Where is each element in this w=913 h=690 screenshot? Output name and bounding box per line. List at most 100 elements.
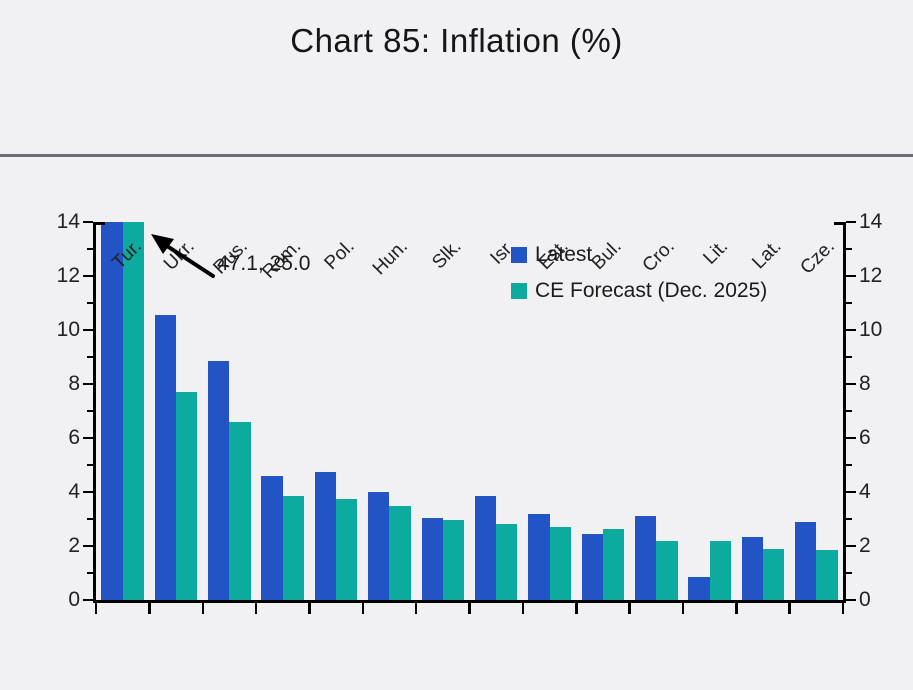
y-axis-minor-tick-right [846, 247, 852, 251]
y-axis-tick-label-right: 0 [859, 588, 871, 611]
y-axis-tick-label-left: 0 [68, 588, 80, 611]
annotation-arrow-icon [151, 234, 215, 278]
x-axis-label: Cze. [796, 236, 840, 279]
bar-tur-forecast [122, 222, 144, 600]
x-axis-tick [94, 603, 98, 614]
clipped-values-annotation: 47.1, 25.0 [217, 252, 311, 275]
x-axis-tick [841, 603, 845, 614]
bar-lat-forecast [762, 548, 785, 600]
bar-cro-forecast [656, 540, 678, 600]
left-axis-top-cap [96, 222, 105, 225]
legend-swatch-forecast [511, 282, 527, 299]
y-axis-major-tick-right [846, 436, 856, 440]
bar-est-forecast [549, 527, 571, 600]
x-axis-tick [468, 603, 471, 614]
bar-rom-latest [261, 475, 283, 600]
bar-cro-latest [634, 516, 657, 600]
bar-bul-latest [581, 533, 603, 600]
bar-isr-latest [474, 496, 497, 600]
legend-label-latest: Latest [535, 243, 593, 266]
x-axis-label: Hun. [369, 236, 413, 280]
x-axis-tick [254, 603, 258, 614]
y-axis-minor-tick-left [87, 247, 93, 251]
bar-bul-forecast [602, 528, 625, 600]
y-axis-major-tick-right [846, 598, 856, 602]
y-axis-major-tick-left [83, 544, 93, 548]
x-axis-tick [735, 603, 738, 614]
bar-slk-latest [421, 517, 443, 600]
y-axis-minor-tick-left [87, 301, 93, 305]
y-axis-major-tick-right [846, 382, 856, 386]
y-axis-tick-label-left: 4 [68, 480, 80, 503]
bar-pol-forecast [336, 498, 358, 600]
bar-slk-forecast [442, 520, 465, 600]
y-axis-tick-label-right: 2 [859, 534, 871, 557]
y-axis-major-tick-right [846, 274, 856, 278]
bar-cze-latest [795, 521, 817, 600]
x-axis-tick [148, 603, 151, 614]
y-axis-minor-tick-left [87, 571, 93, 575]
x-axis-tick [628, 603, 631, 614]
y-axis-tick-label-left: 8 [68, 372, 80, 395]
y-axis-minor-tick-left [87, 517, 93, 521]
right-axis-top-cap [834, 222, 843, 225]
legend-item-latest: Latest [511, 241, 767, 268]
y-axis-tick-label-right: 12 [859, 264, 883, 287]
y-axis-major-tick-left [83, 382, 93, 386]
y-axis-major-tick-right [846, 490, 856, 494]
y-axis-tick-label-left: 12 [56, 264, 80, 287]
legend-swatch-latest [511, 246, 527, 263]
y-axis-major-tick-left [83, 490, 93, 494]
x-axis-label: Pol. [320, 236, 359, 275]
y-axis-major-tick-left [83, 436, 93, 440]
legend: Latest CE Forecast (Dec. 2025) [511, 241, 767, 304]
y-axis-tick-label-left: 10 [56, 318, 80, 341]
bar-est-latest [528, 513, 550, 600]
y-axis-major-tick-left [83, 220, 93, 224]
x-axis-tick [308, 603, 311, 614]
x-axis-tick [361, 603, 364, 614]
bar-pol-latest [314, 471, 337, 600]
y-axis-minor-tick-right [846, 355, 852, 359]
y-axis-minor-tick-left [87, 463, 93, 467]
y-axis-tick-label-right: 4 [859, 480, 871, 503]
x-axis-tick [201, 603, 204, 614]
x-axis-tick [788, 603, 791, 614]
y-axis-minor-tick-right [846, 301, 852, 305]
y-axis-tick-label-left: 6 [68, 426, 80, 449]
y-axis-minor-tick-right [846, 463, 852, 467]
bar-hun-latest [368, 492, 390, 600]
x-axis-tick [414, 603, 418, 614]
y-axis-tick-label-right: 6 [859, 426, 871, 449]
y-axis-major-tick-right [846, 328, 856, 332]
plot-area: Tur.Ukr.Rus.Rom.Pol.Hun.Slk.Isr.Est.Bul.… [57, 211, 882, 614]
bar-tur-latest [101, 222, 123, 600]
x-axis-tick [575, 603, 578, 614]
bar-rom-forecast [282, 496, 305, 600]
y-axis-major-tick-left [83, 598, 93, 602]
header-divider [0, 154, 913, 157]
legend-item-forecast: CE Forecast (Dec. 2025) [511, 277, 767, 304]
bar-ukr-forecast [176, 392, 198, 600]
y-axis-major-tick-right [846, 544, 856, 548]
y-axis-minor-tick-left [87, 355, 93, 359]
x-axis-label: Slk. [428, 236, 466, 274]
bar-rus-forecast [229, 421, 251, 600]
y-axis-tick-label-left: 2 [68, 534, 80, 557]
y-axis-major-tick-left [83, 328, 93, 332]
y-axis-tick-label-right: 14 [859, 210, 883, 233]
y-axis-minor-tick-right [846, 517, 852, 521]
y-axis-minor-tick-right [846, 409, 852, 413]
bar-lit-forecast [709, 540, 731, 600]
bar-ukr-latest [154, 315, 177, 600]
x-axis-tick [681, 603, 685, 614]
chart-title: Chart 85: Inflation (%) [290, 22, 623, 59]
y-axis-major-tick-left [83, 274, 93, 278]
y-axis-tick-label-left: 14 [56, 210, 80, 233]
y-axis-major-tick-right [846, 220, 856, 224]
y-axis-minor-tick-left [87, 409, 93, 413]
bar-isr-forecast [496, 524, 518, 600]
legend-label-forecast: CE Forecast (Dec. 2025) [535, 279, 768, 302]
y-axis-tick-label-right: 10 [859, 318, 883, 341]
